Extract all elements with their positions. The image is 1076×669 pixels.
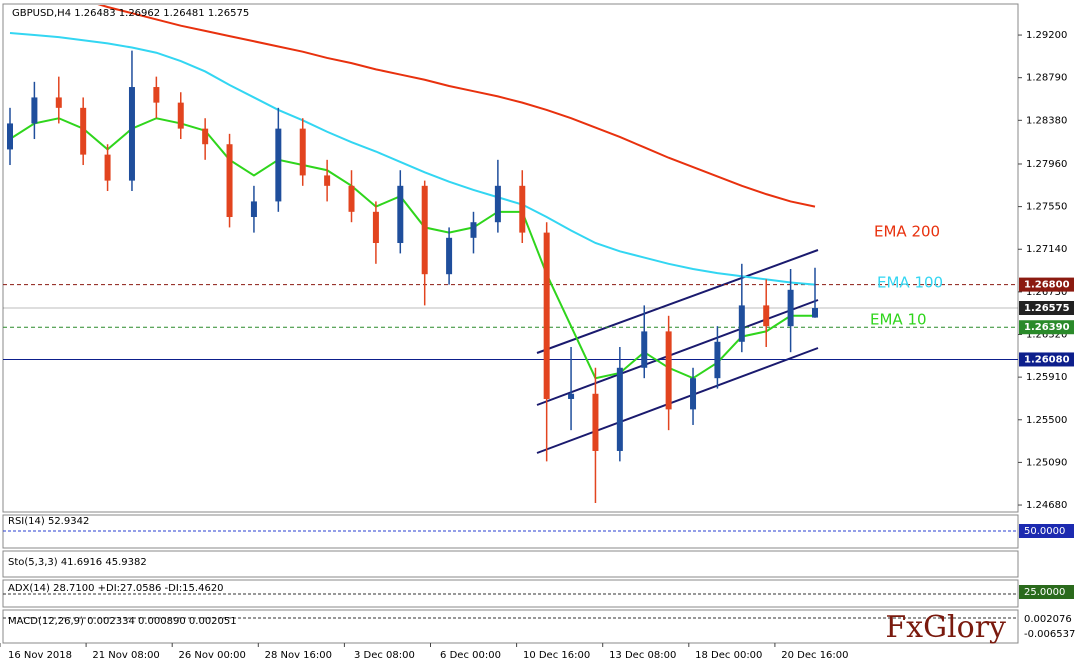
candle-body [738,305,745,342]
indicator-level: 50.0000 [1024,526,1065,537]
candle-body [104,154,111,181]
y-tick-label: 1.25090 [1026,457,1067,468]
ema-line [9,117,815,380]
candle-body [348,185,355,212]
candle-body [714,341,721,379]
channel-mid [536,299,819,406]
x-tick-label: 18 Dec 00:00 [695,650,762,661]
candle-body [55,97,62,108]
x-tick-label: 28 Nov 16:00 [265,650,332,661]
x-tick-label: 20 Dec 16:00 [781,650,848,661]
candle-body [787,289,794,327]
candle-body [128,87,135,181]
indicator-label: Sto(5,3,3) 41.6916 45.9382 [8,557,147,568]
candle-body [372,211,379,244]
candle-body [31,97,38,124]
candle-body [202,128,209,145]
candle-body [763,305,770,327]
channel-top [536,249,819,354]
x-tick-label: 3 Dec 08:00 [354,650,415,661]
sto-panel [2,550,1019,578]
indicator-label: MACD(12,26,9) 0.002334 0.000890 0.002051 [8,616,237,627]
candle-body [690,378,697,410]
y-tick-label: 1.27140 [1026,244,1067,255]
candle-body [275,128,282,202]
y-tick-label: 1.25910 [1026,372,1067,383]
candle-body [7,123,13,150]
legend-label: EMA 200 [874,223,940,241]
indicator-level: -0.006537 [1024,629,1075,640]
channel-bottom [536,347,819,454]
x-tick-label: 6 Dec 00:00 [440,650,501,661]
candle-body [299,128,306,176]
candle-body [226,144,233,218]
y-tick-label: 1.28380 [1026,115,1067,126]
candle-body [568,393,575,399]
level-label: 1.26080 [1024,354,1070,365]
level-tag [1019,352,1074,367]
x-tick-label: 26 Nov 00:00 [178,650,245,661]
candle-body [616,367,623,451]
candle-body [641,331,648,368]
legend-label: EMA 10 [870,311,927,329]
indicator-label: RSI(14) 52.9342 [8,516,89,527]
candle-body [397,185,404,244]
level-tag [1019,277,1074,292]
legend-label: EMA 100 [877,274,943,292]
logo: FxGlory [885,610,1006,645]
y-tick-label: 1.24680 [1026,500,1067,511]
ema-line [97,5,816,208]
level-label: 1.26575 [1024,303,1070,314]
candle-body [665,331,672,410]
candle-body [494,185,501,223]
candle-body [470,222,477,238]
level-label: 1.26800 [1024,280,1070,291]
y-tick-label: 1.29200 [1026,30,1067,41]
indicator-tag [1019,585,1074,599]
candle-body [177,102,184,129]
ema-line [9,31,816,286]
symbol-header: GBPUSD,H4 1.26483 1.26962 1.26481 1.2657… [12,8,249,19]
candle-body [421,185,428,275]
level-tag [1019,300,1074,315]
indicator-label: ADX(14) 28.7100 +DI:27.0586 -DI:15.4620 [8,583,224,594]
candle-body [592,393,599,451]
y-tick-label: 1.26730 [1026,287,1067,298]
y-tick-label: 1.26320 [1026,330,1067,341]
candle-body [80,107,87,155]
candle-body [812,307,818,318]
candle-body [519,185,526,233]
candle-body [250,201,257,218]
x-tick-label: 10 Dec 16:00 [523,650,590,661]
indicator-level: 0.002076 [1024,614,1072,625]
x-tick-label: 16 Nov 2018 [8,650,72,661]
candle-body [324,175,331,186]
y-tick-label: 1.27550 [1026,202,1067,213]
level-label: 1.26390 [1024,322,1070,333]
candle-body [153,87,160,103]
indicator-tag [1019,524,1074,538]
y-tick-label: 1.25500 [1026,415,1067,426]
level-tag [1019,320,1074,335]
main-panel [2,3,1019,513]
x-tick-label: 13 Dec 08:00 [609,650,676,661]
indicator-level: 25.0000 [1024,587,1065,598]
y-tick-label: 1.28790 [1026,73,1067,84]
plot-area [3,5,1018,503]
macd-panel [2,609,1019,644]
candle-body [446,237,453,275]
candle-body [543,232,550,399]
x-tick-label: 21 Nov 08:00 [92,650,159,661]
y-tick-label: 1.27960 [1026,159,1067,170]
